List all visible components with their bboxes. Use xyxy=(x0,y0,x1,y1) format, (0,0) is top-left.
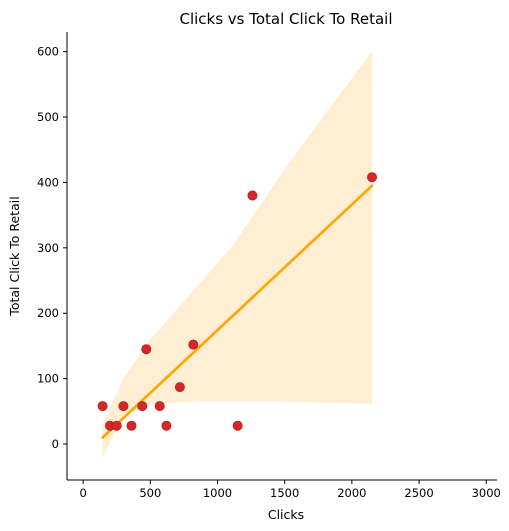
y-tick-label-600: 600 xyxy=(37,45,59,59)
scatter-point-9 xyxy=(161,420,172,431)
confidence-band-layer xyxy=(102,51,372,459)
scatter-point-12 xyxy=(232,420,243,431)
y-tick-label-300: 300 xyxy=(37,241,59,255)
x-axis-label: Clicks xyxy=(268,507,304,522)
y-tick-label-400: 400 xyxy=(37,175,59,189)
chart-title: Clicks vs Total Click To Retail xyxy=(179,10,392,28)
x-tick-label-500: 500 xyxy=(139,486,161,500)
scatter-point-8 xyxy=(154,401,165,412)
scatter-point-7 xyxy=(141,344,152,355)
scatter-point-6 xyxy=(137,401,148,412)
x-tick-label-0: 0 xyxy=(79,486,86,500)
scatter-point-14 xyxy=(367,172,378,183)
scatter-points-layer xyxy=(97,172,378,431)
axes: 0 500 1000 1500 2000 2500 3000 0 100 200 300 400 500… xyxy=(37,32,501,500)
y-tick-label-0: 0 xyxy=(52,437,59,451)
scatter-point-3 xyxy=(111,420,122,431)
y-axis-label: Total Click To Retail xyxy=(7,196,22,316)
scatter-point-4 xyxy=(118,401,129,412)
x-tick-label-2500: 2500 xyxy=(404,486,433,500)
x-tick-label-1000: 1000 xyxy=(203,486,232,500)
scatter-point-13 xyxy=(247,190,258,201)
x-tick-label-2000: 2000 xyxy=(337,486,366,500)
confidence-band xyxy=(102,51,372,459)
y-tick-label-500: 500 xyxy=(37,110,59,124)
y-tick-label-100: 100 xyxy=(37,372,59,386)
x-tick-label-3000: 3000 xyxy=(472,486,501,500)
x-tick-label-1500: 1500 xyxy=(270,486,299,500)
scatter-point-5 xyxy=(126,420,137,431)
scatter-point-1 xyxy=(97,401,108,412)
regression-line-layer xyxy=(101,184,374,439)
y-tick-label-200: 200 xyxy=(37,306,59,320)
regression-line xyxy=(101,184,374,439)
scatter-point-11 xyxy=(188,339,199,350)
scatter-point-10 xyxy=(174,382,185,393)
